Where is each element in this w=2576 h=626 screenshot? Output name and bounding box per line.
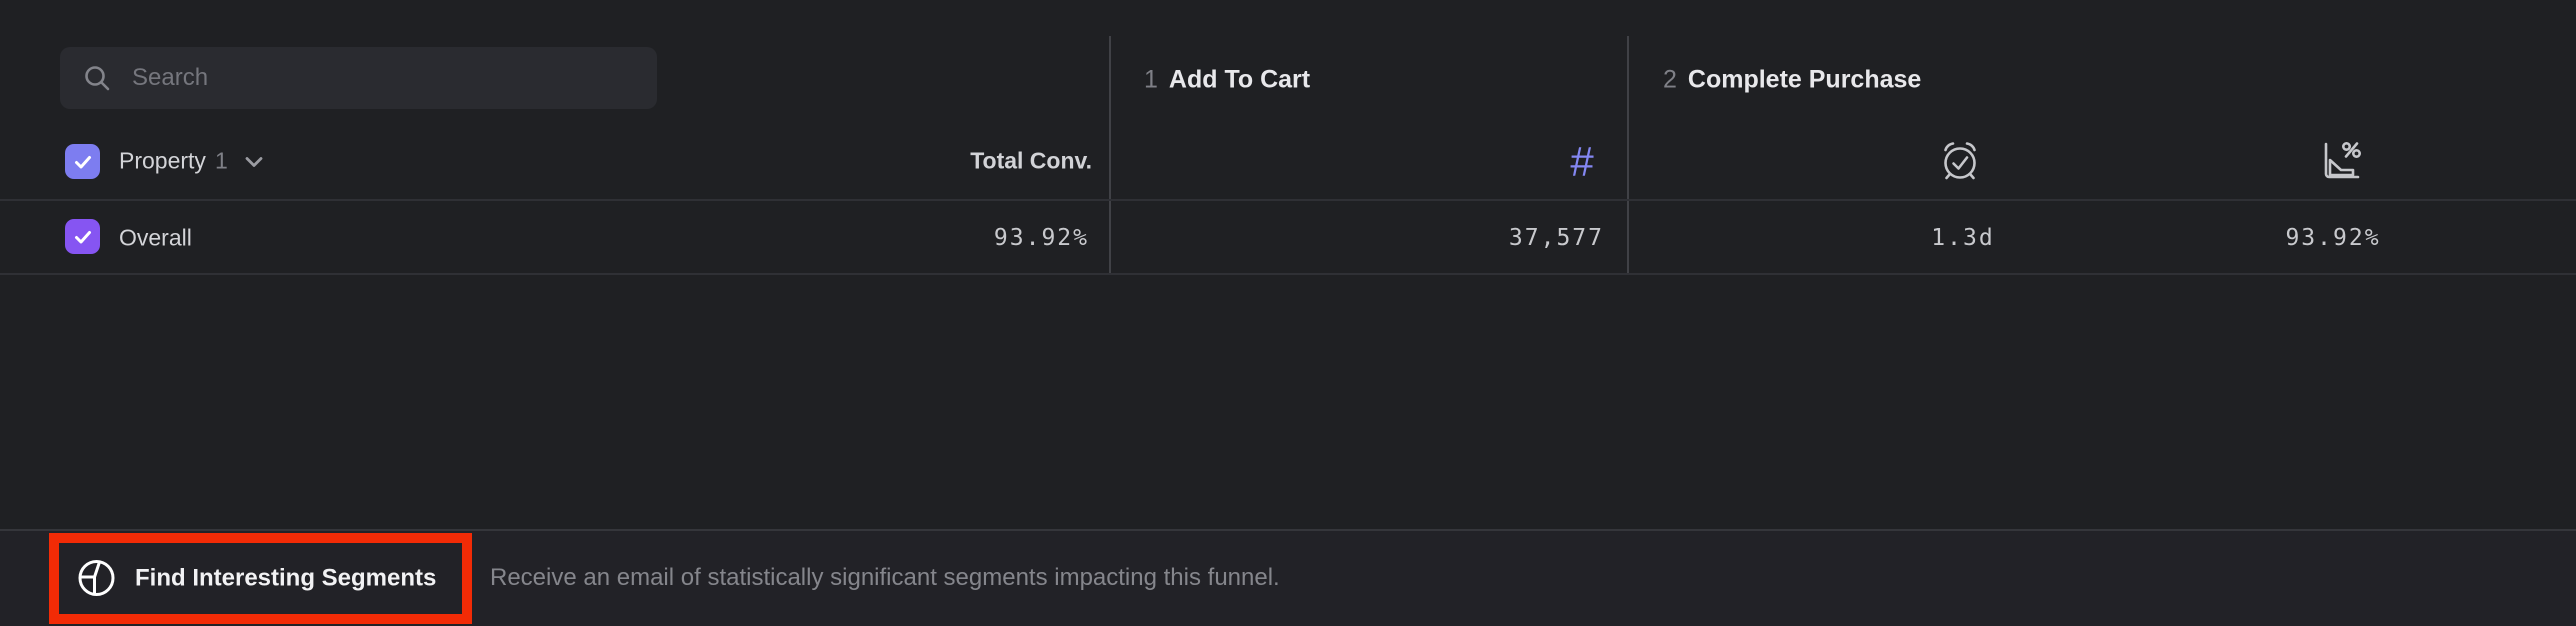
step-1-header: 1 Add To Cart <box>1144 66 1310 95</box>
conversion-rate-percent-chart-icon <box>2318 138 2364 184</box>
select-all-checkbox[interactable] <box>65 144 100 179</box>
header-separator <box>0 199 2576 201</box>
property-index: 1 <box>214 147 228 174</box>
row-label-text: Overall <box>119 224 192 251</box>
search-input[interactable] <box>130 63 657 93</box>
step-2-label: Complete Purchase <box>1687 65 1922 94</box>
property-column-header[interactable]: Property 1 <box>119 148 265 175</box>
row-separator <box>0 273 2576 275</box>
step-2-header: 2 Complete Purchase <box>1663 66 1921 95</box>
checkmark-icon <box>74 230 91 243</box>
footer-separator <box>0 529 2576 531</box>
find-interesting-segments-label: Find Interesting Segments <box>135 564 437 591</box>
property-label: Property <box>119 147 206 174</box>
overall-total-conv-value: 93.92% <box>993 225 1089 251</box>
overall-avg-time-value: 1.3d <box>1931 225 1995 251</box>
step-1-label: Add To Cart <box>1168 65 1311 94</box>
overall-row-label: Overall <box>119 225 192 252</box>
footer-description: Receive an email of statistically signif… <box>490 564 1280 591</box>
find-interesting-segments-button[interactable]: Find Interesting Segments <box>76 558 436 599</box>
overall-row-checkbox[interactable] <box>65 219 100 254</box>
total-conv-header: Total Conv. <box>970 147 1092 174</box>
search-box[interactable] <box>60 47 657 109</box>
segment-circle-icon <box>78 560 115 596</box>
overall-step1-uniques-value: 37,577 <box>1508 225 1604 251</box>
step-2-number: 2 <box>1663 65 1677 94</box>
step-1-number: 1 <box>1144 65 1158 94</box>
chevron-down-icon[interactable] <box>243 154 265 168</box>
overall-conversion-rate-value: 93.92% <box>2285 225 2381 251</box>
column-divider-1 <box>1109 36 1111 274</box>
search-icon <box>85 66 110 91</box>
checkmark-icon <box>74 155 91 168</box>
hash-icon: # <box>1570 138 1594 185</box>
time-to-convert-check-icon <box>1937 138 1983 184</box>
footer-bar <box>0 531 2576 626</box>
column-divider-2 <box>1627 36 1629 274</box>
